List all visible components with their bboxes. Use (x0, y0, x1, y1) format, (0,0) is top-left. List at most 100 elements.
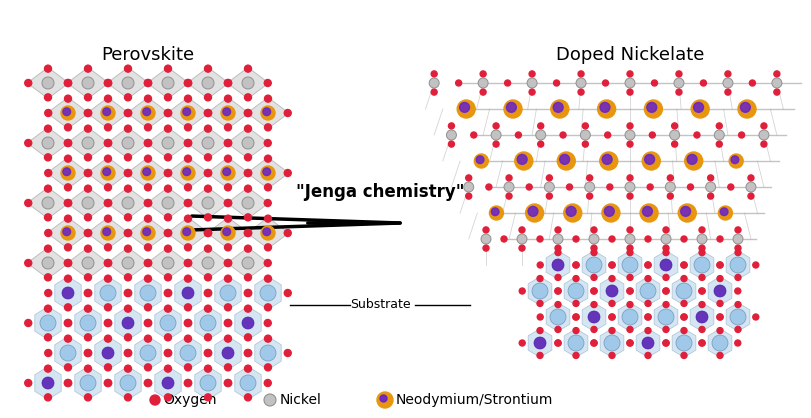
Circle shape (101, 166, 115, 180)
Circle shape (264, 124, 271, 131)
Circle shape (590, 288, 596, 294)
Circle shape (644, 262, 650, 268)
Circle shape (164, 290, 171, 296)
Polygon shape (67, 247, 109, 279)
Polygon shape (207, 158, 248, 189)
Circle shape (122, 77, 134, 89)
Circle shape (284, 110, 291, 117)
Ellipse shape (182, 108, 191, 116)
Circle shape (64, 380, 71, 387)
Circle shape (45, 214, 51, 221)
Circle shape (264, 244, 271, 251)
Circle shape (204, 229, 211, 237)
Circle shape (220, 285, 236, 301)
Circle shape (264, 215, 271, 222)
Circle shape (673, 78, 683, 88)
Circle shape (139, 285, 156, 301)
Polygon shape (87, 158, 129, 189)
Polygon shape (75, 367, 101, 400)
Circle shape (749, 80, 754, 86)
Circle shape (474, 154, 487, 168)
Circle shape (650, 80, 657, 86)
Circle shape (124, 154, 131, 161)
Circle shape (224, 215, 231, 222)
Circle shape (202, 77, 214, 89)
Polygon shape (67, 187, 109, 219)
Circle shape (162, 77, 174, 89)
Circle shape (184, 155, 191, 162)
Polygon shape (546, 303, 569, 331)
Ellipse shape (491, 208, 499, 216)
Circle shape (586, 175, 592, 181)
Circle shape (64, 155, 71, 162)
Circle shape (480, 234, 491, 244)
Circle shape (84, 154, 92, 161)
Circle shape (466, 175, 471, 181)
Circle shape (728, 154, 742, 168)
Circle shape (105, 95, 111, 102)
Circle shape (224, 124, 231, 131)
Circle shape (204, 154, 211, 161)
Polygon shape (546, 251, 569, 279)
Circle shape (181, 106, 195, 120)
Ellipse shape (459, 102, 469, 112)
Circle shape (680, 301, 686, 306)
Ellipse shape (62, 228, 71, 236)
Circle shape (505, 193, 512, 199)
Circle shape (716, 328, 722, 334)
Circle shape (105, 319, 112, 326)
Circle shape (101, 106, 115, 120)
Circle shape (716, 262, 722, 268)
Circle shape (695, 311, 707, 323)
Circle shape (224, 335, 231, 342)
Ellipse shape (552, 102, 563, 112)
Circle shape (184, 275, 191, 282)
Circle shape (264, 155, 271, 162)
Circle shape (204, 94, 211, 101)
Polygon shape (689, 303, 713, 331)
Circle shape (204, 65, 211, 72)
Circle shape (626, 301, 633, 308)
Circle shape (165, 365, 171, 372)
Circle shape (202, 137, 214, 149)
Circle shape (244, 94, 251, 101)
Circle shape (483, 227, 488, 233)
Circle shape (165, 170, 172, 176)
Polygon shape (127, 158, 169, 189)
Circle shape (680, 236, 686, 242)
Circle shape (479, 71, 486, 77)
Circle shape (184, 335, 191, 342)
Circle shape (752, 262, 757, 268)
Circle shape (221, 226, 234, 240)
Polygon shape (255, 336, 281, 370)
Circle shape (696, 234, 706, 244)
Circle shape (45, 185, 51, 192)
Circle shape (581, 141, 588, 147)
Circle shape (724, 71, 730, 77)
Circle shape (204, 290, 212, 296)
Circle shape (61, 226, 75, 240)
Circle shape (644, 236, 650, 242)
Circle shape (608, 328, 614, 334)
Polygon shape (581, 251, 605, 279)
Ellipse shape (103, 228, 110, 236)
Polygon shape (234, 306, 261, 339)
Circle shape (84, 185, 92, 192)
Circle shape (536, 275, 543, 282)
Circle shape (264, 335, 271, 342)
Circle shape (144, 244, 152, 251)
Circle shape (470, 132, 476, 138)
Circle shape (122, 137, 134, 149)
Circle shape (144, 215, 152, 222)
Polygon shape (207, 217, 248, 249)
Circle shape (62, 287, 74, 299)
Circle shape (124, 170, 131, 176)
Circle shape (536, 352, 543, 359)
Circle shape (626, 288, 632, 294)
Circle shape (204, 274, 211, 281)
Circle shape (42, 137, 54, 149)
Circle shape (40, 315, 56, 331)
Circle shape (722, 78, 732, 88)
Polygon shape (195, 367, 221, 400)
Circle shape (165, 290, 172, 296)
